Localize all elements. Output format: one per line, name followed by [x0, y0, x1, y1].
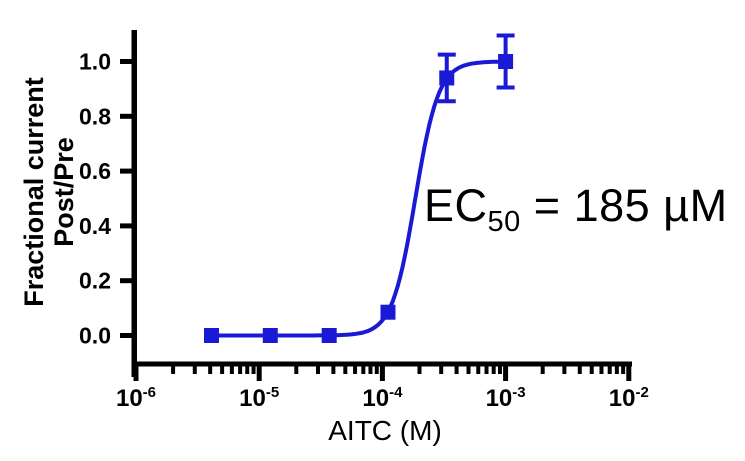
x-minor-tick — [417, 364, 422, 374]
x-minor-tick — [229, 364, 234, 374]
y-tick — [120, 223, 132, 229]
x-minor-tick — [497, 364, 502, 374]
x-tick-label: 10-2 — [609, 384, 649, 412]
x-minor-tick — [315, 364, 320, 374]
x-major-tick — [503, 364, 509, 381]
data-point-marker — [380, 304, 396, 320]
x-minor-tick — [343, 364, 348, 374]
x-minor-tick — [238, 364, 243, 374]
x-minor-tick — [491, 364, 496, 374]
fit-curve — [209, 59, 508, 338]
ec50-subscript: 50 — [487, 206, 521, 238]
y-tick-label: 0.8 — [79, 103, 111, 129]
y-tick-label: 0.4 — [79, 213, 111, 239]
x-minor-tick — [621, 364, 626, 374]
x-minor-tick — [374, 364, 379, 374]
x-minor-tick — [614, 364, 619, 374]
x-axis-title: AITC (M) — [328, 415, 442, 446]
x-minor-tick — [607, 364, 612, 374]
x-minor-tick — [361, 364, 366, 374]
x-minor-tick — [251, 364, 256, 374]
y-tick — [120, 333, 132, 338]
x-major-tick — [379, 364, 385, 381]
data-point-marker — [321, 328, 337, 343]
x-minor-tick — [476, 364, 481, 374]
x-minor-tick — [353, 364, 358, 374]
y-axis-title-line1: Fractional current — [19, 77, 49, 307]
ec50-value: = 185 µM — [520, 180, 728, 231]
x-minor-tick — [294, 364, 299, 374]
y-axis-title: Fractional current Post/Pre — [19, 77, 79, 307]
x-minor-tick — [599, 364, 604, 374]
data-point-marker — [498, 54, 514, 69]
x-tick-label: 10-4 — [362, 384, 403, 412]
y-tick-label: 0.0 — [79, 323, 111, 349]
x-minor-tick — [220, 364, 225, 374]
x-minor-tick — [540, 364, 545, 374]
y-tick — [120, 278, 132, 284]
x-minor-tick — [562, 364, 567, 374]
x-minor-tick — [577, 364, 582, 374]
x-minor-tick — [466, 364, 471, 374]
x-tick-label: 10-6 — [116, 384, 156, 412]
x-minor-tick — [171, 364, 176, 374]
data-point-marker — [262, 328, 278, 343]
y-tick — [120, 168, 132, 174]
y-tick-label: 0.2 — [79, 268, 111, 294]
x-minor-tick — [331, 364, 336, 374]
x-minor-tick — [208, 364, 213, 374]
data-point-marker — [203, 328, 219, 343]
ec50-prefix: EC — [424, 180, 488, 231]
y-tick — [120, 113, 132, 119]
x-major-tick — [256, 364, 262, 381]
y-tick-label: 0.6 — [79, 158, 111, 184]
y-axis-line — [131, 30, 137, 377]
x-minor-tick — [484, 364, 489, 374]
x-minor-tick — [589, 364, 594, 374]
y-tick-label: 1.0 — [79, 49, 111, 75]
x-minor-tick — [245, 364, 250, 374]
y-tick — [120, 59, 132, 64]
y-axis-title-line2: Post/Pre — [49, 137, 79, 247]
x-minor-tick — [454, 364, 459, 374]
x-minor-tick — [192, 364, 197, 374]
x-minor-tick — [439, 364, 444, 374]
x-tick-label: 10-5 — [239, 384, 279, 412]
x-minor-tick — [368, 364, 373, 374]
x-tick-label: 10-3 — [486, 384, 526, 412]
x-major-tick — [626, 364, 632, 381]
ec50-annotation: EC50 = 185 µM — [424, 180, 728, 239]
x-major-tick — [133, 364, 139, 381]
data-point-marker — [439, 70, 455, 86]
